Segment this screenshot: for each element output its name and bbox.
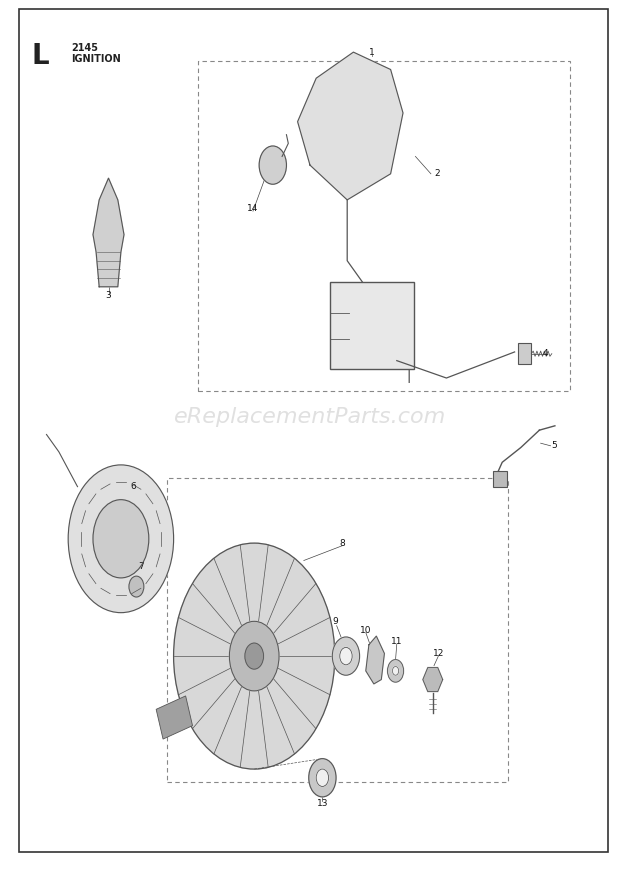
Circle shape [259,146,286,184]
Text: 2145: 2145 [71,43,99,53]
Bar [167,478,508,782]
Text: IGNITION: IGNITION [71,54,121,64]
Circle shape [316,769,329,786]
Text: 2: 2 [434,169,440,178]
Text: 3: 3 [105,291,112,300]
Circle shape [340,647,352,665]
Text: 13: 13 [317,799,328,808]
Circle shape [309,759,336,797]
Bar [330,282,414,369]
Bar [518,343,531,364]
Text: 1: 1 [369,48,375,56]
Text: eReplacementParts.com: eReplacementParts.com [174,407,446,428]
Polygon shape [298,52,403,200]
Circle shape [93,500,149,578]
Polygon shape [93,178,124,287]
Text: 6: 6 [130,482,136,491]
Polygon shape [366,636,384,684]
Circle shape [392,667,399,675]
Circle shape [388,660,404,682]
Circle shape [229,621,279,691]
Text: 9: 9 [332,617,338,626]
Text: 8: 8 [339,539,345,547]
Text: 11: 11 [391,637,402,646]
Text: 7: 7 [138,562,144,571]
Polygon shape [423,667,443,692]
Bar [198,61,570,391]
Text: L: L [32,43,49,70]
Text: 4: 4 [542,349,549,358]
Bar [156,696,193,740]
Circle shape [129,576,144,597]
Bar [493,471,507,487]
Text: 12: 12 [433,649,444,658]
Circle shape [68,465,174,613]
Circle shape [245,643,264,669]
Text: 5: 5 [551,441,557,450]
Circle shape [174,543,335,769]
Circle shape [332,637,360,675]
Text: 10: 10 [360,626,371,634]
Text: 14: 14 [247,204,259,213]
